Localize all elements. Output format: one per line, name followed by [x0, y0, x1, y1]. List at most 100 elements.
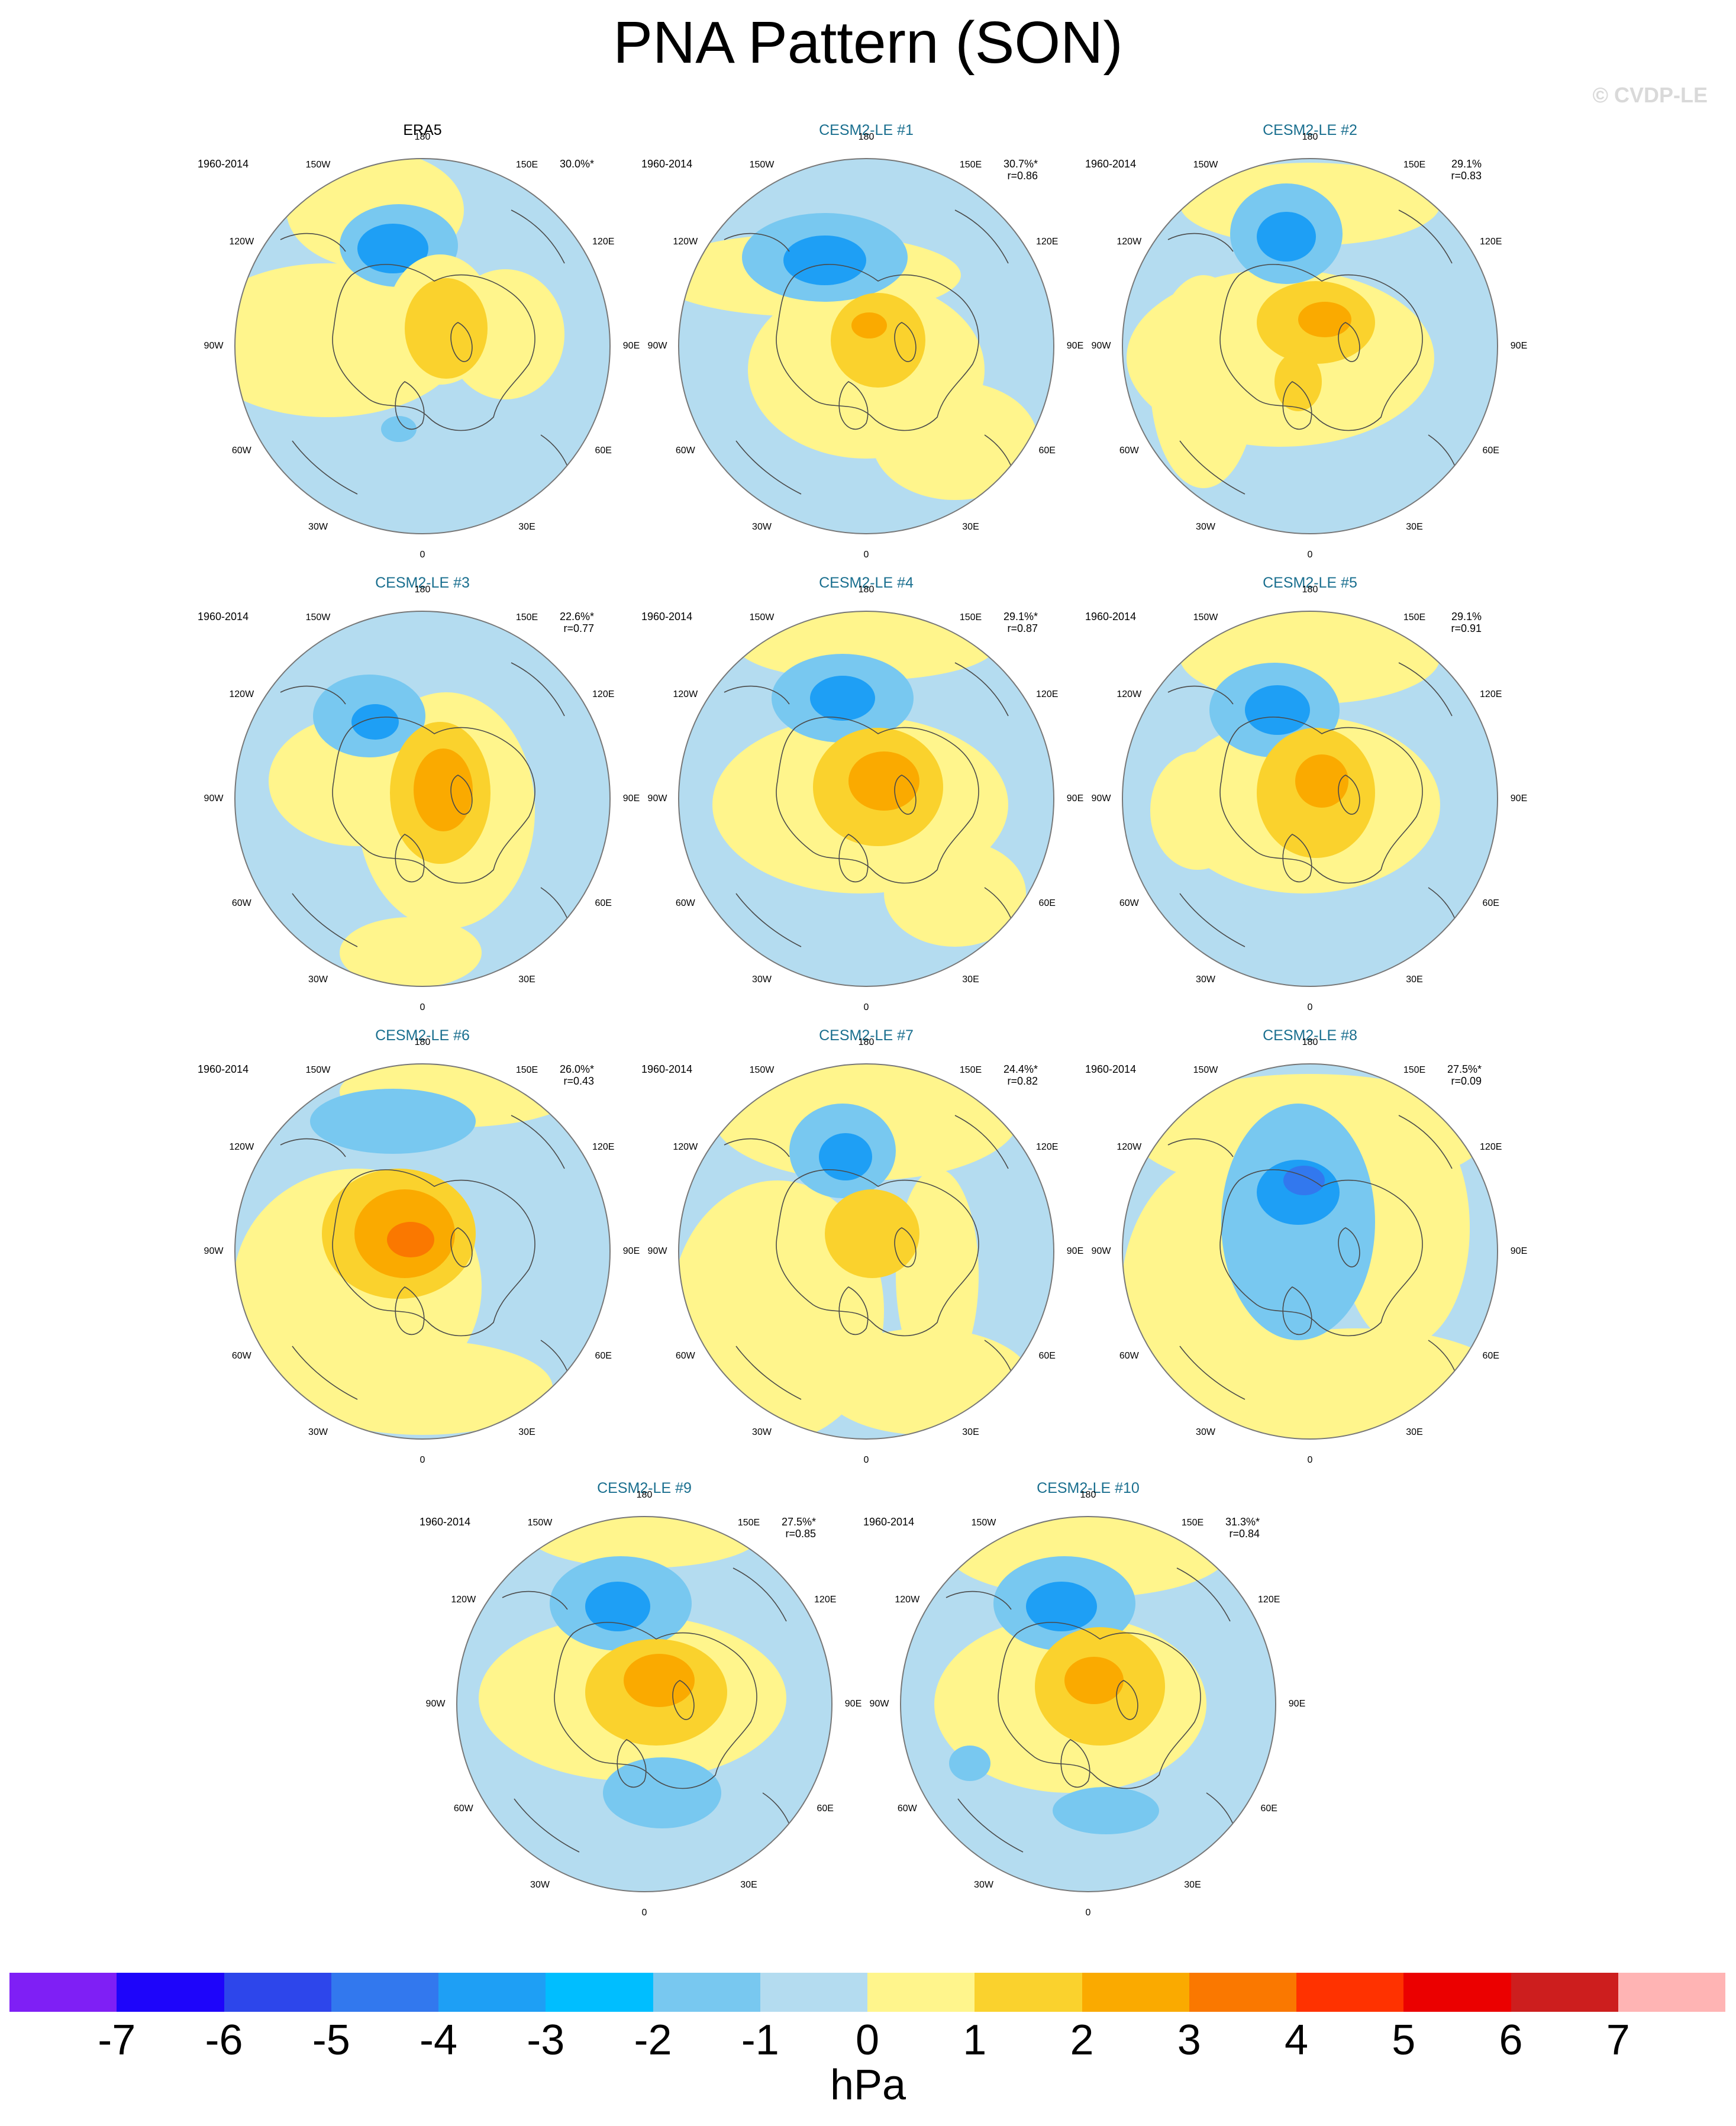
longitude-label: 90W [1091, 341, 1111, 351]
longitude-label: 120W [229, 236, 254, 247]
explained-variance: 29.1% [1451, 611, 1482, 622]
panel-period: 1960-2014 [198, 1063, 249, 1075]
longitude-label: 60W [675, 1350, 695, 1361]
longitude-label: 120E [592, 1141, 615, 1152]
coastline [954, 662, 1009, 717]
longitude-label: 180 [858, 585, 875, 595]
field-contour [310, 1089, 476, 1154]
longitude-label: 120W [1117, 236, 1142, 247]
coastline [1219, 1169, 1423, 1337]
longitude-label: 60E [595, 445, 612, 456]
map-panel: CESM2-LE #3 1960-2014 22.6%* r=0.77 180 150E 1… [198, 574, 647, 1024]
panel-stats: 30.7%* r=0.86 [973, 158, 1038, 182]
coastline [1338, 775, 1360, 815]
longitude-label: 30W [752, 974, 772, 985]
pattern-correlation: r=0.85 [785, 1528, 816, 1540]
longitude-label: 150W [749, 1065, 775, 1076]
coastline [733, 1567, 787, 1622]
panel-title: CESM2-LE #4 [819, 575, 914, 591]
coastline [735, 893, 802, 947]
pattern-correlation: r=0.77 [563, 622, 594, 634]
longitude-label: 60E [1038, 445, 1056, 456]
coastline [735, 440, 802, 495]
field-contour [381, 416, 417, 442]
field-contour [810, 676, 875, 721]
panel-title: CESM2-LE #3 [375, 575, 470, 591]
longitude-label: 120E [1036, 1141, 1059, 1152]
explained-variance: 22.6%* [559, 611, 594, 622]
colorbar-box [760, 1973, 867, 2012]
field-contour [1257, 212, 1316, 262]
longitude-label: 0 [641, 1908, 647, 1918]
coastline [954, 209, 1009, 264]
longitude-label: 90E [1510, 1246, 1528, 1256]
longitude-label: 120E [814, 1594, 837, 1605]
explained-variance: 29.1%* [1003, 611, 1038, 622]
panel-title: CESM2-LE #2 [1263, 122, 1357, 138]
longitude-label: 30E [1406, 1427, 1423, 1437]
longitude-label: 180 [414, 585, 431, 595]
longitude-label: 150W [1193, 160, 1218, 170]
map-panel: CESM2-LE #10 1960-2014 31.3%* r=0.84 180 150E… [863, 1479, 1313, 1929]
coastline [1060, 1739, 1090, 1788]
longitude-label: 120E [1480, 1141, 1502, 1152]
panel-title: CESM2-LE #5 [1263, 575, 1357, 591]
colorbar-units: hPa [830, 2062, 906, 2109]
field-contour [1245, 685, 1310, 735]
panel-period: 1960-2014 [198, 611, 249, 622]
coastline [395, 834, 425, 883]
polar-map [900, 1516, 1276, 1892]
panel-stats: 27.5%* r=0.09 [1416, 1063, 1482, 1087]
coastline [946, 1591, 1012, 1610]
explained-variance: 30.0%* [559, 158, 594, 170]
longitude-label: 0 [420, 550, 425, 560]
field-contour [624, 1654, 695, 1707]
field-contour [1150, 751, 1245, 870]
coastline [1167, 1138, 1234, 1157]
coastline [1282, 834, 1312, 883]
field-contour [1053, 1787, 1159, 1834]
colorbar-box [653, 1973, 760, 2012]
longitude-label: 30E [1406, 974, 1423, 985]
colorbar-tick-label: -5 [312, 2017, 350, 2064]
longitude-label: 30W [308, 521, 328, 532]
longitude-label: 90W [1091, 793, 1111, 804]
longitude-label: 90W [647, 1246, 667, 1256]
longitude-label: 90W [869, 1699, 889, 1709]
field-contour [351, 704, 399, 740]
coastline [1219, 264, 1423, 431]
colorbar-box [1403, 1973, 1511, 2012]
coastline [1398, 209, 1453, 264]
panel-title: CESM2-LE #1 [819, 122, 914, 138]
colorbar-tick-label: -4 [419, 2017, 458, 2064]
longitude-label: 120W [673, 689, 698, 699]
longitude-label: 30E [518, 521, 535, 532]
longitude-label: 150E [1181, 1518, 1204, 1528]
map-panel: CESM2-LE #4 1960-2014 29.1%* r=0.87 180 150E 1… [641, 574, 1091, 1024]
pattern-correlation: r=0.86 [1007, 170, 1038, 182]
longitude-label: 0 [863, 1455, 869, 1465]
longitude-label: 90E [1066, 341, 1084, 351]
map-panel: CESM2-LE #2 1960-2014 29.1% r=0.83 180 150E 12… [1085, 121, 1535, 571]
panel-stats: 29.1% r=0.91 [1416, 611, 1482, 634]
pattern-correlation: r=0.43 [563, 1075, 594, 1087]
longitude-label: 30W [752, 1427, 772, 1437]
longitude-label: 120E [592, 236, 615, 247]
coastline [724, 685, 790, 705]
longitude-label: 90E [622, 793, 640, 804]
polar-map [678, 611, 1054, 987]
longitude-label: 90E [1066, 1246, 1084, 1256]
coastline [894, 1227, 917, 1267]
longitude-label: 120E [592, 689, 615, 699]
map-frame [1122, 611, 1498, 987]
map-panel: CESM2-LE #8 1960-2014 27.5%* r=0.09 180 150E 1… [1085, 1027, 1535, 1476]
coastline [292, 893, 358, 947]
coastline [838, 381, 869, 430]
longitude-label: 60W [453, 1803, 473, 1814]
longitude-label: 60E [1038, 898, 1056, 908]
panel-period: 1960-2014 [420, 1516, 471, 1528]
field-contour [851, 312, 887, 338]
longitude-label: 30E [962, 974, 979, 985]
longitude-label: 30W [974, 1879, 993, 1890]
field-contour [1274, 352, 1322, 411]
